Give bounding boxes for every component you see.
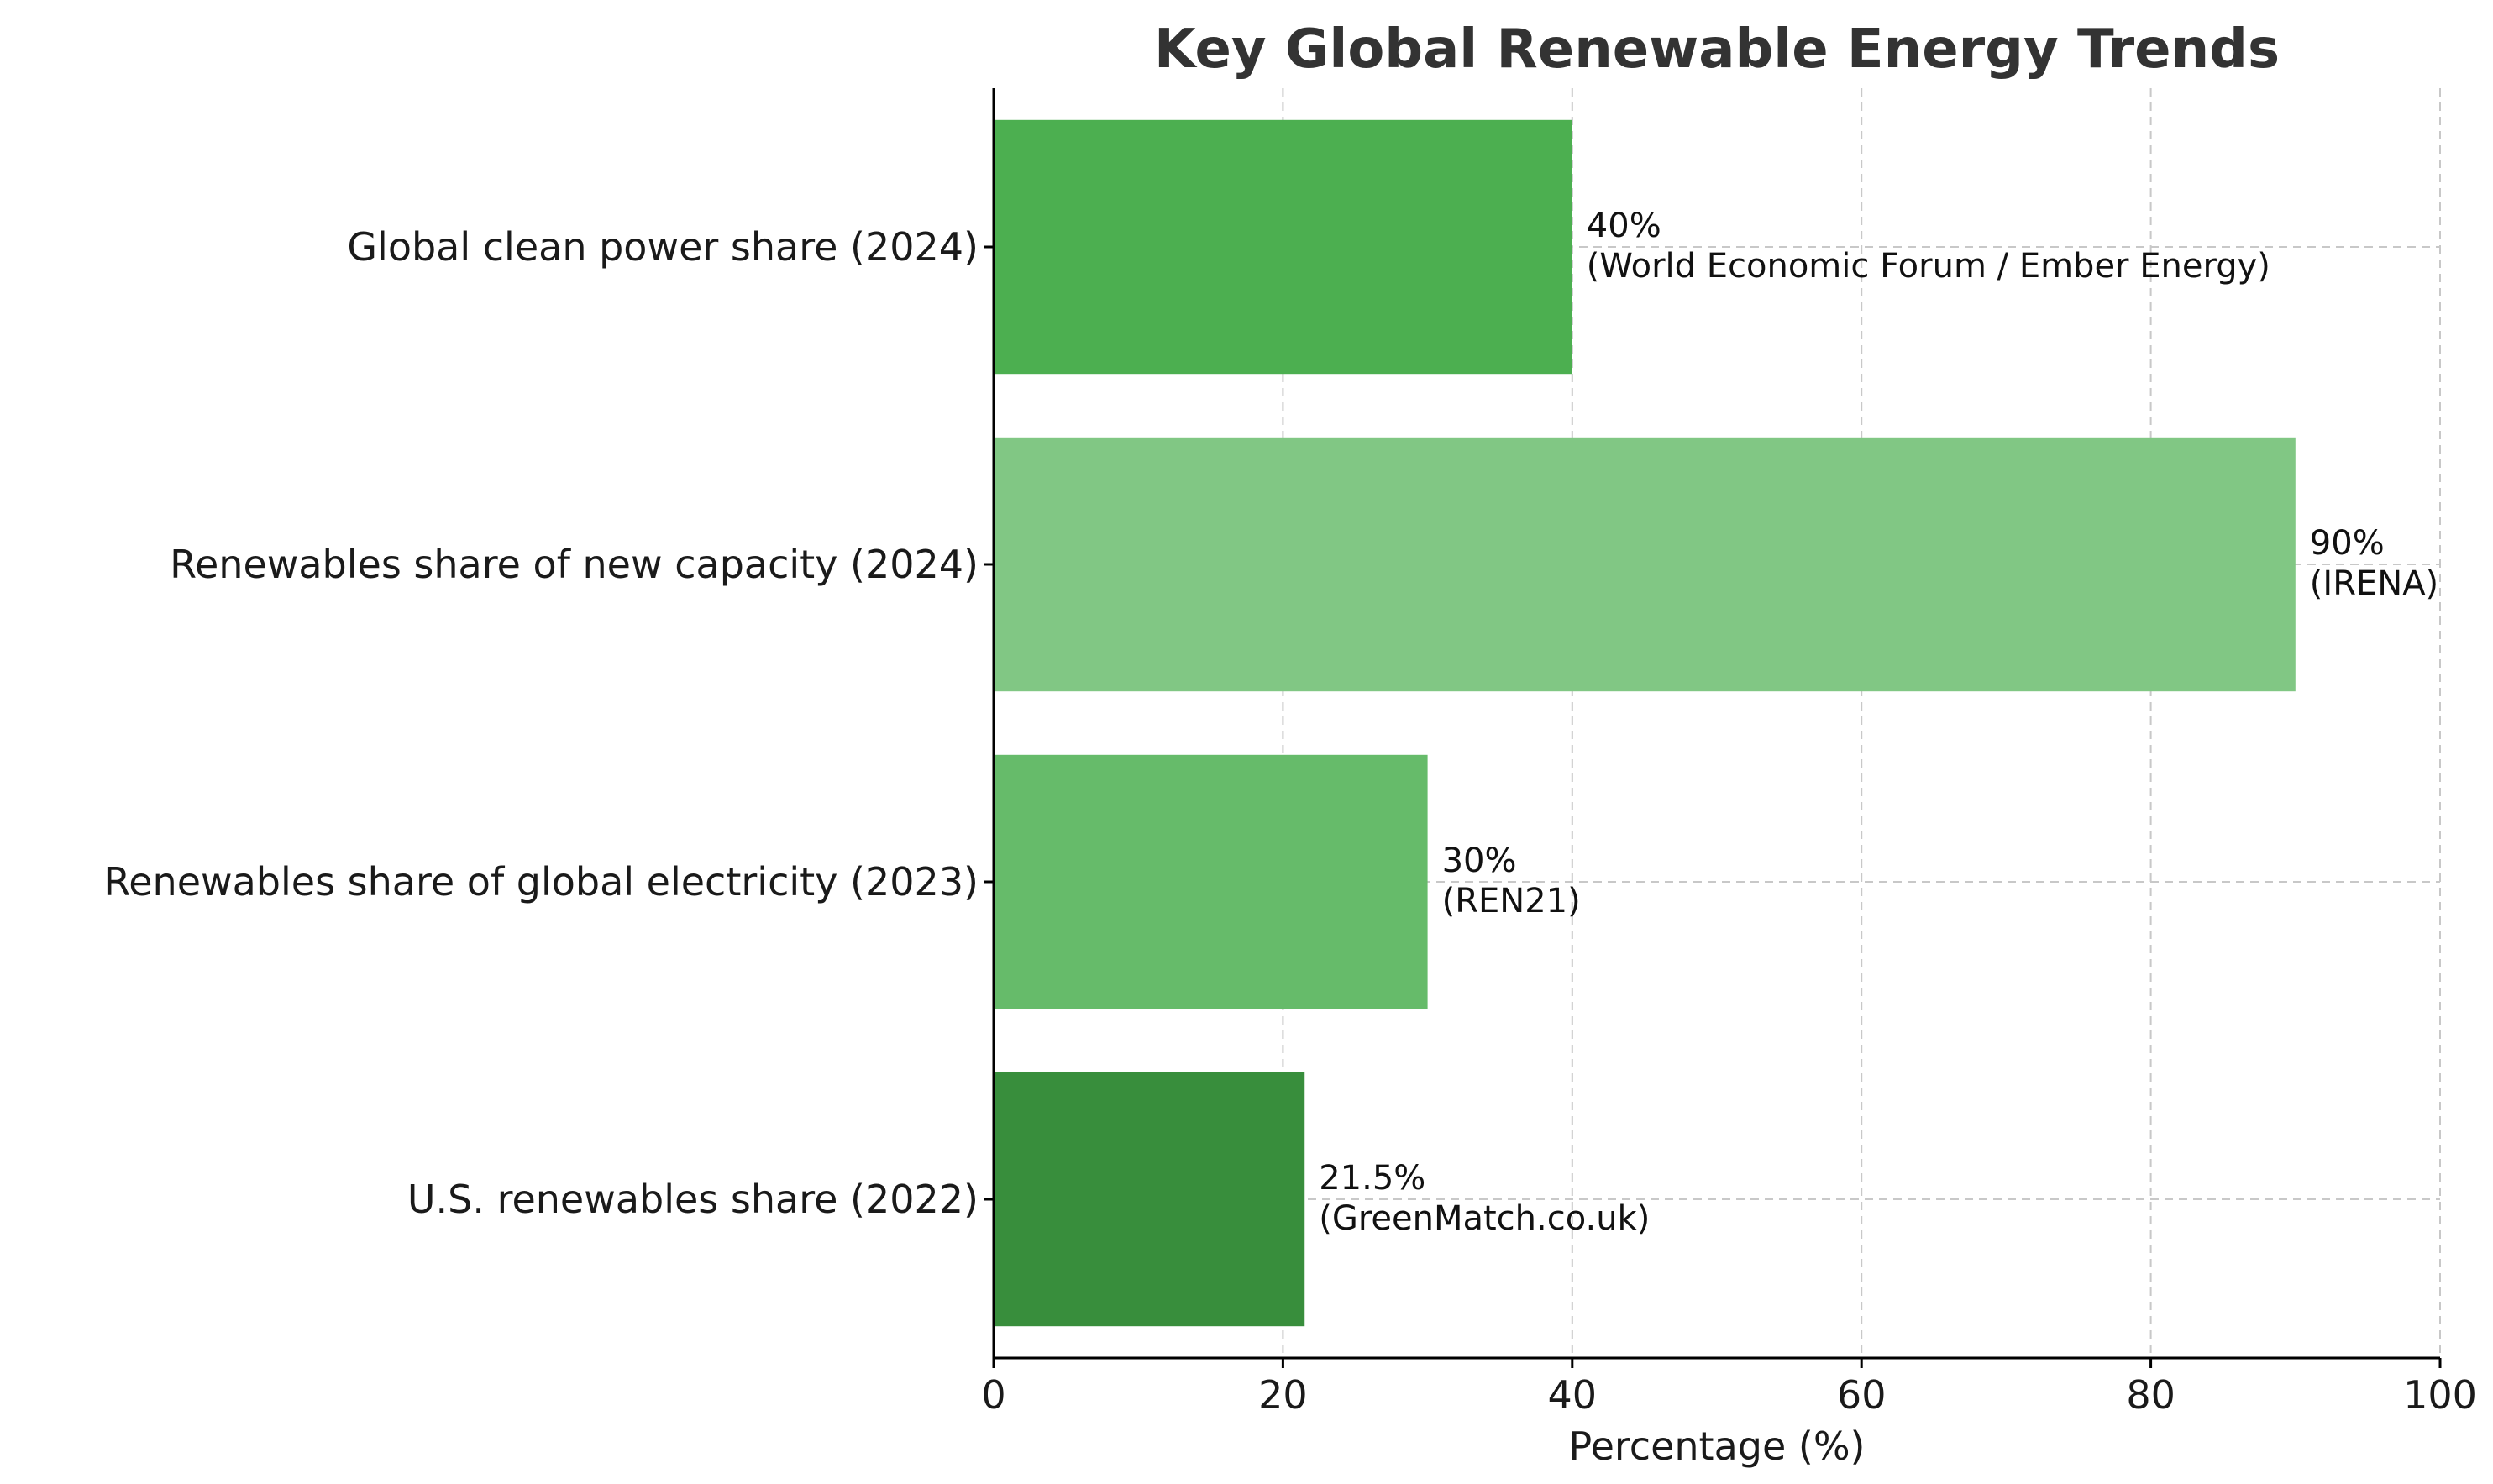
bars xyxy=(994,119,2296,1327)
bar xyxy=(994,119,1572,375)
bar-source-label: (World Economic Forum / Ember Energy) xyxy=(1587,247,2270,286)
x-tick-label: 20 xyxy=(1258,1372,1308,1418)
bar xyxy=(994,1072,1305,1327)
bar-source-label: (IRENA) xyxy=(2310,564,2438,603)
y-tick-label: Global clean power share (2024) xyxy=(347,224,979,270)
x-tick-label: 0 xyxy=(981,1372,1005,1418)
ticks: 0 20 40 60 80 100 Global clean power share (20… xyxy=(103,224,2477,1418)
bar-value-label: 21.5% xyxy=(1319,1159,1425,1198)
x-tick-label: 80 xyxy=(2126,1372,2175,1418)
bar xyxy=(994,754,1428,1009)
bar-source-label: (GreenMatch.co.uk) xyxy=(1319,1199,1650,1238)
x-tick-label: 60 xyxy=(1837,1372,1887,1418)
bar-value-label: 30% xyxy=(1442,842,1517,880)
chart-title: Key Global Renewable Energy Trends xyxy=(1154,18,2280,81)
axes xyxy=(992,88,2440,1360)
bar-source-label: (REN21) xyxy=(1442,882,1581,920)
bar-value-label: 40% xyxy=(1587,207,1661,245)
bar-labels: 40%(World Economic Forum / Ember Energy)… xyxy=(1319,207,2438,1238)
y-tick-label: Renewables share of global electricity (… xyxy=(103,859,979,905)
y-tick-label: Renewables share of new capacity (2024) xyxy=(170,542,979,587)
bar xyxy=(994,437,2296,692)
bar-value-label: 90% xyxy=(2310,524,2385,563)
x-tick-label: 40 xyxy=(1548,1372,1598,1418)
y-tick-label: U.S. renewables share (2022) xyxy=(407,1177,979,1222)
x-axis-label: Percentage (%) xyxy=(1569,1424,1866,1469)
x-tick-label: 100 xyxy=(2403,1372,2477,1418)
